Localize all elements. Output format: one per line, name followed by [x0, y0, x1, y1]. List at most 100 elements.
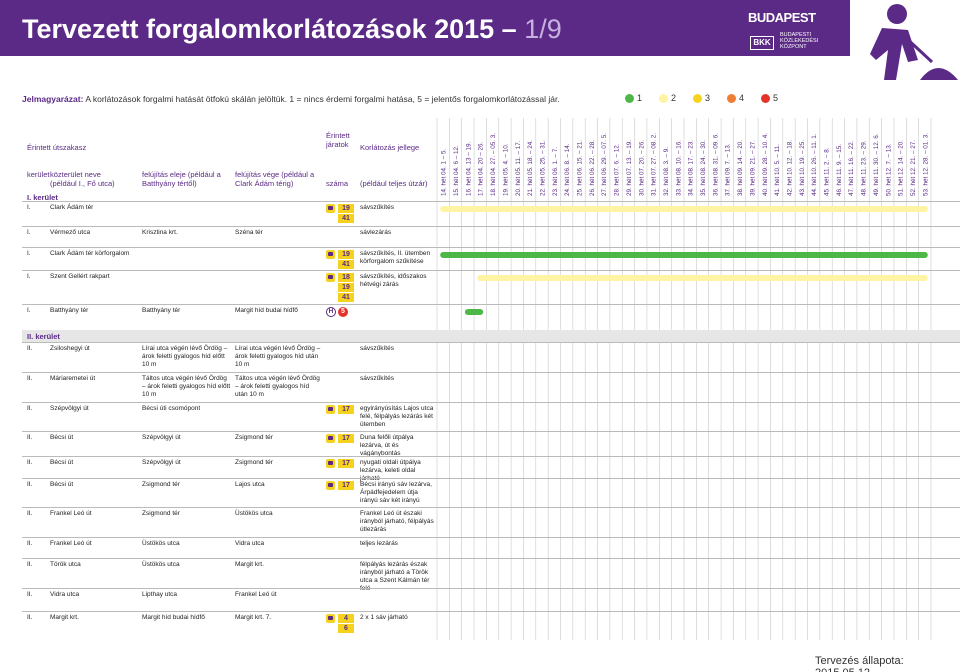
week-label: 27. hét 06. 29. – 07. 5. [601, 133, 608, 196]
restriction: Bécsi irányú sáv lezárva, Árpádfejedelem… [360, 481, 432, 504]
street: Zsiloshegyi út [50, 345, 90, 352]
week-label: 46. hét 11. 9. – 15. [836, 144, 843, 196]
to: Lírai utca végén lévő Ördög – árok felet… [235, 345, 321, 368]
row-separator [22, 478, 960, 479]
restriction: 2 x 1 sáv járható [360, 614, 408, 621]
legend-text-block: Jelmagyarázat: A korlátozások forgalmi h… [22, 94, 560, 104]
week-label: 50. hét 12. 7. – 13. [885, 143, 892, 196]
col-restriction-example: (például teljes útzár) [360, 179, 428, 188]
district: II. [27, 561, 33, 568]
legend-label: Jelmagyarázat: [22, 94, 84, 104]
street: Batthyány tér [50, 307, 89, 314]
legend-dot [625, 94, 634, 103]
week-label: 32. hét 08. 3. – 9. [663, 147, 670, 196]
route-icon [326, 250, 335, 259]
street: Clark Ádám tér [50, 204, 94, 211]
restriction: sávszűkítés, II. ütemben körforgalom szű… [360, 250, 431, 265]
route-number: 18 [338, 273, 354, 282]
district: II. [27, 540, 33, 547]
street: Szépvölgyi út [50, 405, 89, 412]
route-number: 41 [338, 214, 354, 223]
from: Bécsi úti csomópont [142, 405, 201, 412]
legend-text: A korlátozások forgalmi hatását ötfokú s… [85, 94, 560, 104]
week-label: 18. hét 04. 27. – 05. 3. [490, 133, 497, 196]
from: Margit híd budai hídfő [142, 614, 205, 621]
col-routes: Érintett járatok [326, 131, 350, 149]
week-label: 52. hét 12. 21. – 27. [910, 140, 917, 196]
section-band [22, 330, 960, 342]
week-label: 42. hét 10. 12. – 18. [786, 140, 793, 196]
restriction: sávszűkítés [360, 345, 394, 352]
row-separator [22, 456, 960, 457]
row-separator [22, 431, 960, 432]
agency-line: KÖZPONT [780, 44, 807, 50]
week-label: 14. hét 04. 1 – 5. [441, 148, 448, 196]
route-number: 17 [338, 434, 354, 443]
week-label: 21. hét 05. 18. – 24. [527, 140, 534, 196]
header-band [0, 0, 850, 56]
legend-level: 4 [739, 93, 745, 103]
from: Szépvölgyi út [142, 434, 181, 441]
route-number: 4 [338, 614, 354, 623]
street: Frankel Leó út [50, 510, 92, 517]
from: Zsigmond tér [142, 510, 180, 517]
week-label: 49. hét 11. 30. – 12. 6. [873, 133, 880, 196]
to: Margit híd budai hídfő [235, 307, 298, 314]
col-to: felújítás vége (például a Clark Ádám tér… [235, 170, 315, 188]
to: Margit krt. 7. [235, 614, 272, 621]
route-icon [326, 459, 335, 468]
week-label: 34. hét 08. 17. – 23. [688, 140, 695, 196]
route-number: 17 [338, 459, 354, 468]
agency-name: BUDAPESTI KÖZLEKEDÉSI KÖZPONT [780, 32, 818, 50]
week-label: 28. hét 07. 6. – 12. [614, 143, 621, 196]
week-label: 39. hét 09. 21. – 27. [749, 140, 756, 196]
street: Bécsi út [50, 434, 74, 441]
route-number: 19 [338, 204, 354, 213]
street: Szent Gellért rakpart [50, 273, 110, 280]
week-label: 47. hét 11. 16. – 22. [848, 140, 855, 196]
restriction: egyirányúsítás Lajos utca felé, félpályá… [360, 405, 434, 428]
street: Bécsi út [50, 459, 74, 466]
week-label: 36. hét 08. 31. – 09. 6. [712, 133, 719, 196]
route-icon [326, 614, 335, 623]
row-separator [22, 270, 960, 271]
row-separator [22, 402, 960, 403]
week-label: 43. hét 10. 19. – 25. [799, 140, 806, 196]
week-label: 16. hét 04. 13 – 19. [465, 141, 472, 196]
row-separator [22, 372, 960, 373]
to: Margit krt. [235, 561, 264, 568]
legend-dot [761, 94, 770, 103]
week-label: 40. hét 09. 28. – 10. 4. [762, 133, 769, 196]
restriction: teljes lezárás [360, 540, 398, 547]
row-separator [22, 537, 960, 538]
week-label: 24. hét 06. 8. – 14. [564, 143, 571, 196]
route-number: 19 [338, 283, 354, 292]
route-icon [326, 481, 335, 490]
section-title: II. kerület [27, 332, 60, 341]
to: Széna tér [235, 229, 263, 236]
district: II. [27, 459, 33, 466]
week-label: 23. hét 06. 1. – 7. [552, 147, 559, 196]
street: Török utca [50, 561, 81, 568]
row-separator [22, 342, 960, 343]
col-routes-number: száma [326, 179, 349, 188]
from: Batthyány tér [142, 307, 181, 314]
route-number: 17 [338, 405, 354, 414]
col-street: közterület neve (például I., Fő utca) [50, 170, 115, 188]
restriction: sávszűkítés, időszakos hétvégi zárás [360, 273, 427, 288]
restriction: sávszűkítés [360, 375, 394, 382]
street: Vidra utca [50, 591, 80, 598]
col-section: Érintett útszakasz [27, 143, 87, 152]
district: II. [27, 510, 33, 517]
title: Tervezett forgalomkorlátozások 2015 – [22, 14, 517, 44]
row-separator [22, 611, 960, 612]
week-label: 25. hét 06. 15. – 21. [577, 140, 584, 196]
legend-level: 1 [637, 93, 643, 103]
restriction: sávlezárás [360, 229, 392, 236]
agency-short: BKK [750, 36, 774, 50]
row-separator [22, 507, 960, 508]
district: II. [27, 481, 33, 488]
from: Lipthay utca [142, 591, 178, 598]
title-block: Tervezett forgalomkorlátozások 2015 – 1/… [22, 14, 562, 45]
